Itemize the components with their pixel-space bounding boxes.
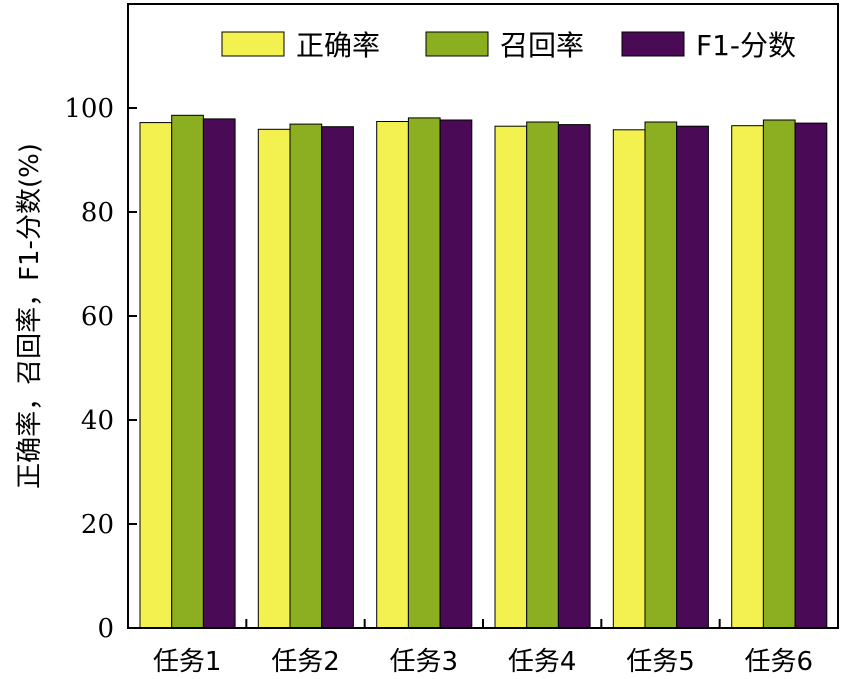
bar-series3-category1 (202, 118, 236, 629)
legend-label: 正确率 (296, 29, 380, 62)
x-category-label: 任务2 (271, 647, 340, 677)
y-tick-label: 60 (81, 302, 114, 332)
y-axis: 0 20 40 60 80 100 (64, 94, 137, 644)
y-tick-label: 0 (97, 614, 114, 644)
y-axis-title: 正确率，召回率，F1-分数(%) (15, 143, 45, 489)
x-category-label: 任务6 (745, 647, 814, 677)
bar-series2-category6 (762, 119, 796, 629)
bar-series2-category3 (407, 117, 441, 629)
bar-series1-category5 (612, 129, 646, 629)
bar-series1-category1 (139, 122, 173, 629)
bar-series3-category2 (321, 126, 354, 629)
bar-series3-category5 (676, 125, 709, 629)
y-tick-label: 20 (81, 510, 114, 540)
y-tick-label: 40 (81, 406, 114, 436)
bar-series3-category3 (439, 119, 473, 629)
bar-series3-category6 (794, 122, 828, 629)
bar-series1-category6 (731, 125, 764, 629)
bar-series2-category2 (289, 123, 323, 629)
legend-label: F1-分数 (696, 29, 796, 62)
legend-swatch (221, 31, 285, 57)
bars-layer (139, 114, 828, 629)
bar-series2-category5 (644, 121, 678, 629)
bar-series1-category3 (376, 121, 409, 629)
x-category-label: 任务5 (626, 647, 695, 677)
bar-series1-category4 (494, 125, 528, 629)
x-category-label: 任务4 (508, 647, 577, 677)
x-category-label: 任务1 (153, 647, 222, 677)
legend-label: 召回率 (500, 29, 584, 62)
x-category-label: 任务3 (390, 647, 459, 677)
y-tick-label: 100 (64, 94, 114, 124)
x-axis: 任务1 任务2 任务3 任务4 任务5 任务6 (153, 619, 813, 677)
bar-series2-category1 (171, 114, 204, 629)
bar-series3-category4 (557, 124, 591, 629)
legend-swatch (621, 31, 685, 57)
bar-series1-category2 (257, 128, 291, 629)
y-tick-label: 80 (81, 198, 114, 228)
legend-swatch (425, 31, 489, 57)
legend: 正确率 召回率 F1-分数 (221, 29, 796, 62)
bar-series2-category4 (526, 121, 559, 629)
